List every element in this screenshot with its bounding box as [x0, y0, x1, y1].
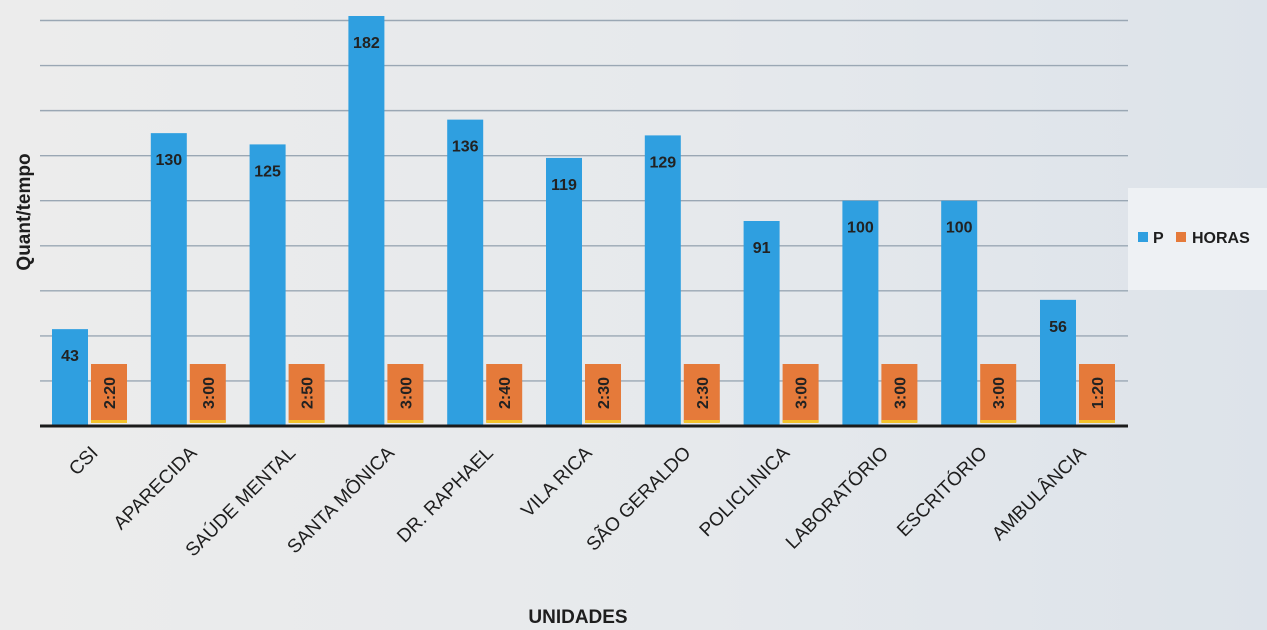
x-tick-label: CSI	[65, 443, 102, 480]
bar-horas-base	[387, 420, 424, 423]
bar-horas-base	[683, 420, 720, 423]
data-label-horas: 2:20	[102, 377, 119, 409]
data-label-p: 43	[61, 348, 79, 365]
bar-horas-base	[881, 420, 918, 423]
bar-horas	[881, 364, 918, 422]
data-label-p: 130	[155, 152, 182, 169]
legend-label-horas: HORAS	[1192, 230, 1250, 247]
bar-horas-base	[189, 420, 226, 423]
bar-horas-base	[585, 420, 621, 423]
data-label-horas: 3:00	[201, 377, 218, 409]
data-label-horas: 1:20	[1090, 377, 1107, 409]
legend-label-p: P	[1153, 230, 1164, 247]
x-tick-label: SANTA MÔNICA	[283, 442, 399, 558]
bar-p	[743, 221, 780, 426]
gridlines	[40, 19, 1128, 382]
data-label-horas: 3:00	[398, 377, 415, 409]
data-label-horas: 3:00	[991, 377, 1008, 409]
data-label-p: 119	[551, 177, 577, 194]
bar-horas	[980, 364, 1017, 422]
bar-horas-base	[1079, 420, 1115, 423]
bar-p	[546, 157, 582, 426]
bar-p	[348, 16, 385, 426]
data-label-horas: 3:00	[794, 377, 811, 409]
legend-swatch-horas	[1176, 232, 1186, 242]
data-label-horas: 2:30	[695, 377, 712, 409]
bar-horas	[683, 364, 720, 422]
bar-horas	[91, 364, 127, 422]
data-label-p: 56	[1049, 319, 1067, 336]
bar-p	[842, 200, 879, 426]
data-label-p: 91	[753, 240, 771, 257]
data-label-horas: 2:40	[497, 377, 514, 409]
bar-horas	[189, 364, 226, 422]
y-axis-label: Quant/tempo	[14, 153, 35, 270]
bar-p	[249, 144, 286, 426]
bars: 43 2:20 130 3:00 125 2:50 182 3:00 136 2:40 119 2:3…	[52, 16, 1115, 426]
x-tick-label: DR. RAPHAEL	[393, 443, 497, 547]
data-label-horas: 2:30	[596, 377, 613, 409]
bar-horas-base	[486, 420, 523, 423]
legend: P HORAS	[1128, 188, 1267, 290]
bar-p	[1040, 299, 1076, 426]
data-label-p: 129	[649, 154, 676, 171]
bar-horas	[585, 364, 621, 422]
bar-horas-base	[91, 420, 127, 423]
bar-horas	[486, 364, 523, 422]
bar-p	[52, 329, 88, 426]
bar-horas	[782, 364, 819, 422]
x-tick-label: SÃO GERALDO	[582, 442, 695, 555]
data-label-horas: 3:00	[892, 377, 909, 409]
legend-swatch-p	[1138, 232, 1148, 242]
data-label-p: 182	[353, 35, 380, 52]
bar-horas	[1079, 364, 1115, 422]
x-tick-label: POLICLINICA	[696, 442, 795, 541]
data-label-p: 125	[254, 163, 281, 180]
bar-p	[447, 119, 484, 426]
bar-horas-base	[288, 420, 325, 423]
data-label-horas: 2:50	[300, 377, 317, 409]
bar-horas	[288, 364, 325, 422]
bar-p	[644, 135, 681, 426]
bar-horas-base	[782, 420, 819, 423]
data-label-p: 100	[946, 220, 973, 237]
data-label-p: 100	[847, 220, 874, 237]
x-tick-label: ESCRITÓRIO	[893, 442, 992, 541]
x-axis-label: UNIDADES	[528, 607, 627, 628]
bar-horas	[387, 364, 424, 422]
bar-horas-base	[980, 420, 1017, 423]
x-tick-label: AMBULÂNCIA	[988, 442, 1091, 545]
legend-box	[1128, 188, 1267, 290]
bar-p	[941, 200, 978, 426]
data-label-p: 136	[452, 139, 479, 156]
bar-p	[150, 133, 187, 426]
x-tick-label: LABORATÓRIO	[781, 442, 893, 554]
x-tick-label: VILA RICA	[517, 442, 596, 521]
x-tick-label: APARECIDA	[110, 442, 202, 534]
